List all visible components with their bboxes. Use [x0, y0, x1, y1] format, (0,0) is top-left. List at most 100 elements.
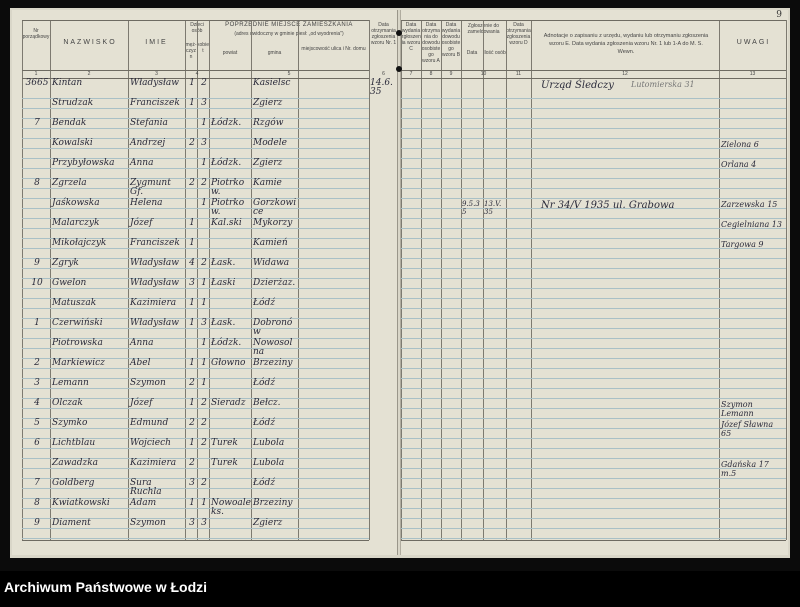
archive-name: Archiwum Państwowe w Łodzi: [4, 579, 208, 595]
col-7-header: Data wydania zgłoszenia wzoru C: [401, 22, 421, 52]
table-row: Zawadzka Kazimiera 2 Turek Lubola: [12, 458, 398, 478]
ruled-line: [401, 458, 786, 459]
ruled-line: [22, 338, 369, 339]
ruled-line: [401, 498, 786, 499]
ruled-line: [22, 148, 369, 149]
cell-surname: Piotrowska: [52, 338, 103, 348]
column-rule: [786, 20, 787, 540]
cell-date: 14.6.35: [370, 78, 393, 97]
table-row: [401, 358, 787, 378]
ruled-line: [401, 408, 786, 409]
cell-name: Szymon: [130, 518, 166, 528]
ruled-line: [22, 238, 369, 239]
cell-name: Władysław: [130, 78, 179, 88]
ruled-line: [22, 508, 369, 509]
column-rule: [209, 20, 210, 540]
cell-gmina: Modele: [253, 138, 287, 148]
handwritten-note: 13.V.35: [484, 200, 502, 216]
column-rule: [461, 20, 462, 540]
ruled-line: [22, 188, 369, 189]
ruled-line: [401, 488, 786, 489]
cell-surname: Bendak: [52, 118, 87, 128]
ruled-line: [22, 248, 369, 249]
column-rule: [251, 20, 252, 540]
ruled-line: [401, 268, 786, 269]
ruled-line: [22, 168, 369, 169]
cell-m: 4: [189, 258, 195, 268]
ruled-line: [401, 158, 786, 159]
table-row: 5 Szymko Edmund 2 2 Łódź: [12, 418, 398, 438]
cell-f: 2: [201, 398, 207, 408]
cell-gmina: Dobronów: [253, 318, 293, 337]
table-row: [401, 498, 787, 518]
col-surname-header: NAZWISKO: [63, 39, 117, 46]
ruled-line: [22, 498, 369, 499]
ruled-line: [22, 218, 369, 219]
table-row: [401, 438, 787, 458]
cell-powiat: Piotrkow.: [211, 198, 245, 217]
cell-powiat: Turek: [211, 458, 238, 468]
cell-surname: Kwiatkowski: [52, 498, 110, 508]
cell-m: 1: [189, 318, 195, 328]
ruled-line: [401, 348, 786, 349]
column-rule: [483, 20, 484, 540]
binding-hole: [396, 30, 402, 36]
ruled-line: [22, 328, 369, 329]
cell-no: 5: [34, 418, 40, 428]
cell-no: 8: [34, 178, 40, 188]
cell-surname: Strudzak: [52, 98, 94, 108]
cell-name: Anna: [130, 338, 154, 348]
cell-powiat: Turek: [211, 438, 238, 448]
cell-surname: Markiewicz: [52, 358, 105, 368]
cell-powiat: Łaski: [211, 278, 236, 288]
cell-name: Władysław: [130, 318, 179, 328]
table-row: 9 Zgryk Władysław 4 2 Łask. Widawa: [12, 258, 398, 278]
page-number: 9: [776, 10, 782, 20]
cell-m: 3: [189, 278, 195, 288]
cell-name: Anna: [130, 158, 154, 168]
cell-no: 7: [34, 118, 40, 128]
cell-f: 2: [201, 478, 207, 488]
cell-gmina: Dzierżaz.: [253, 278, 296, 288]
handwritten-note: Zarzewska 15: [721, 200, 778, 209]
handwritten-note: Orlana 4: [721, 160, 757, 169]
cell-gmina: Brzeziny: [253, 358, 293, 368]
column-rule: [421, 20, 422, 540]
cell-surname: Gwelon: [52, 278, 87, 288]
cell-name: Józef: [130, 218, 153, 228]
ruled-line: [22, 368, 369, 369]
table-row: 7 Bendak Stefania 1 Łódzk. Rzgów: [12, 118, 398, 138]
cell-m: 1: [189, 98, 195, 108]
ruled-line: [22, 518, 369, 519]
ruled-line: [401, 178, 786, 179]
ruled-line: [401, 188, 786, 189]
cell-m: 2: [189, 458, 195, 468]
ruled-line: [401, 368, 786, 369]
ruled-line: [401, 228, 786, 229]
col-date-header: Data otrzymania zgłoszenia wzoru Nr. 1: [370, 22, 397, 46]
table-row: Kowalski Andrzej 2 3 Modele: [12, 138, 398, 158]
col-12-header: Adnotacje o zapisaniu z urzędu, wydaniu …: [543, 33, 709, 55]
cell-no: 9: [34, 258, 40, 268]
ruled-line: [22, 278, 369, 279]
cell-gmina: Rzgów: [253, 118, 284, 128]
cell-powiat: Łódzk.: [211, 158, 242, 168]
ruled-line: [22, 388, 369, 389]
ruled-line: [22, 398, 369, 399]
prev-residence-note: (adres uwidoczny w gminie piesł: „od wyo…: [234, 31, 344, 37]
binding-hole: [396, 66, 402, 72]
ruled-line: [401, 168, 786, 169]
cell-f: 3: [201, 98, 207, 108]
table-border: [22, 540, 369, 541]
cell-name: Kazimiera: [130, 458, 177, 468]
ruled-line: [401, 218, 786, 219]
ruled-line: [22, 318, 369, 319]
cell-m: 2: [189, 138, 195, 148]
cell-powiat: Kal.ski: [211, 218, 242, 228]
column-rule: [185, 20, 186, 540]
cell-name: Józef: [130, 398, 153, 408]
cell-f: 1: [201, 278, 207, 288]
table-border: [22, 20, 369, 21]
ruled-line: [22, 298, 369, 299]
cell-gmina: Mykorzy: [253, 218, 293, 228]
